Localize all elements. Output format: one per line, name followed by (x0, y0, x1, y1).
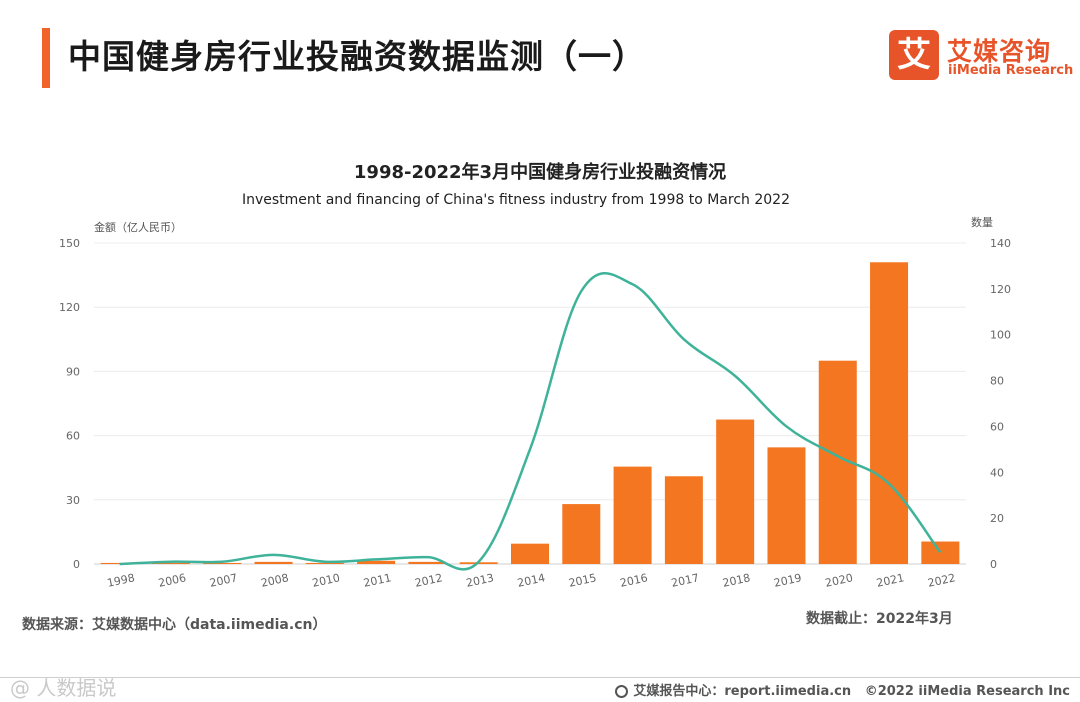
bar-2008 (254, 561, 293, 564)
footer-divider (0, 677, 1080, 678)
y-left-axis-label: 金额（亿人民币） (94, 220, 182, 234)
page-title: 中国健身房行业投融资数据监测（一） (68, 37, 646, 76)
y-left-tick-label: 120 (59, 301, 80, 314)
title-accent-bar (42, 28, 50, 88)
logo-mark-icon: 艾 (889, 30, 939, 80)
x-tick-label: 2006 (157, 571, 187, 590)
bar-2022 (921, 541, 960, 564)
y-right-tick-label: 60 (990, 420, 1004, 433)
bar-2006 (151, 562, 190, 564)
x-tick-label: 2018 (721, 571, 751, 590)
bar-2019 (767, 447, 806, 564)
footer-credits: 艾媒报告中心：report.iimedia.cn ©2022 iiMedia R… (615, 680, 1070, 699)
x-tick-label: 2016 (619, 571, 649, 590)
data-cutoff-note: 数据截止：2022年3月 (806, 611, 953, 627)
bar-2014 (511, 543, 549, 564)
logo-chinese-name: 艾媒咨询 (947, 37, 1052, 66)
x-tick-label: 2012 (414, 571, 444, 590)
bar-2017 (664, 476, 703, 564)
chart-subtitle: Investment and financing of China's fitn… (241, 192, 790, 208)
x-tick-label: 2013 (465, 571, 495, 590)
x-tick-label: 2022 (927, 571, 957, 590)
y-left-tick-label: 30 (66, 494, 80, 507)
y-right-tick-label: 20 (990, 512, 1004, 525)
y-right-tick-label: 0 (990, 558, 997, 571)
y-right-tick-label: 140 (990, 237, 1011, 250)
x-tick-label: 2007 (208, 571, 238, 590)
bar-2016 (613, 466, 652, 564)
chart-title: 1998-2022年3月中国健身房行业投融资情况 (353, 162, 727, 183)
x-tick-label: 2010 (311, 571, 341, 590)
report-center-link[interactable]: 艾媒报告中心：report.iimedia.cn (633, 684, 852, 699)
bar-2010 (305, 562, 344, 564)
x-tick-label: 1998 (106, 571, 136, 590)
data-source-note: 数据来源：艾媒数据中心（data.iimedia.cn） (22, 617, 327, 633)
x-tick-label: 2015 (568, 571, 598, 590)
x-tick-label: 2017 (670, 571, 700, 590)
y-right-tick-label: 100 (990, 329, 1011, 342)
x-tick-label: 2008 (260, 571, 290, 590)
bar-2021 (870, 262, 909, 564)
x-tick-label: 2014 (516, 571, 546, 590)
y-right-tick-label: 80 (990, 375, 1004, 388)
bar-2007 (203, 562, 242, 564)
bar-2018 (716, 419, 755, 564)
x-tick-label: 2011 (362, 571, 392, 590)
logo-english-name: iiMedia Research (948, 63, 1074, 78)
bar-2012 (408, 561, 447, 564)
y-right-axis-label: 数量 (971, 216, 993, 229)
bar-2015 (562, 504, 601, 564)
y-right-tick-label: 120 (990, 283, 1011, 296)
x-tick-label: 2019 (773, 571, 803, 590)
globe-icon (615, 685, 629, 698)
y-left-tick-label: 60 (66, 430, 80, 443)
count-line (119, 271, 942, 571)
y-right-tick-label: 40 (990, 466, 1004, 479)
bar-2011 (357, 560, 396, 564)
x-tick-label: 2020 (824, 571, 854, 590)
y-left-tick-label: 0 (73, 558, 80, 571)
watermark: @ 人数据说 (10, 676, 117, 700)
x-tick-label: 2021 (875, 571, 905, 590)
iimedia-logo[interactable]: 艾 艾媒咨询 iiMedia Research (889, 30, 1073, 84)
copyright-text: ©2022 iiMedia Research Inc (864, 684, 1070, 699)
y-left-tick-label: 150 (59, 237, 80, 250)
y-left-tick-label: 90 (66, 365, 80, 378)
